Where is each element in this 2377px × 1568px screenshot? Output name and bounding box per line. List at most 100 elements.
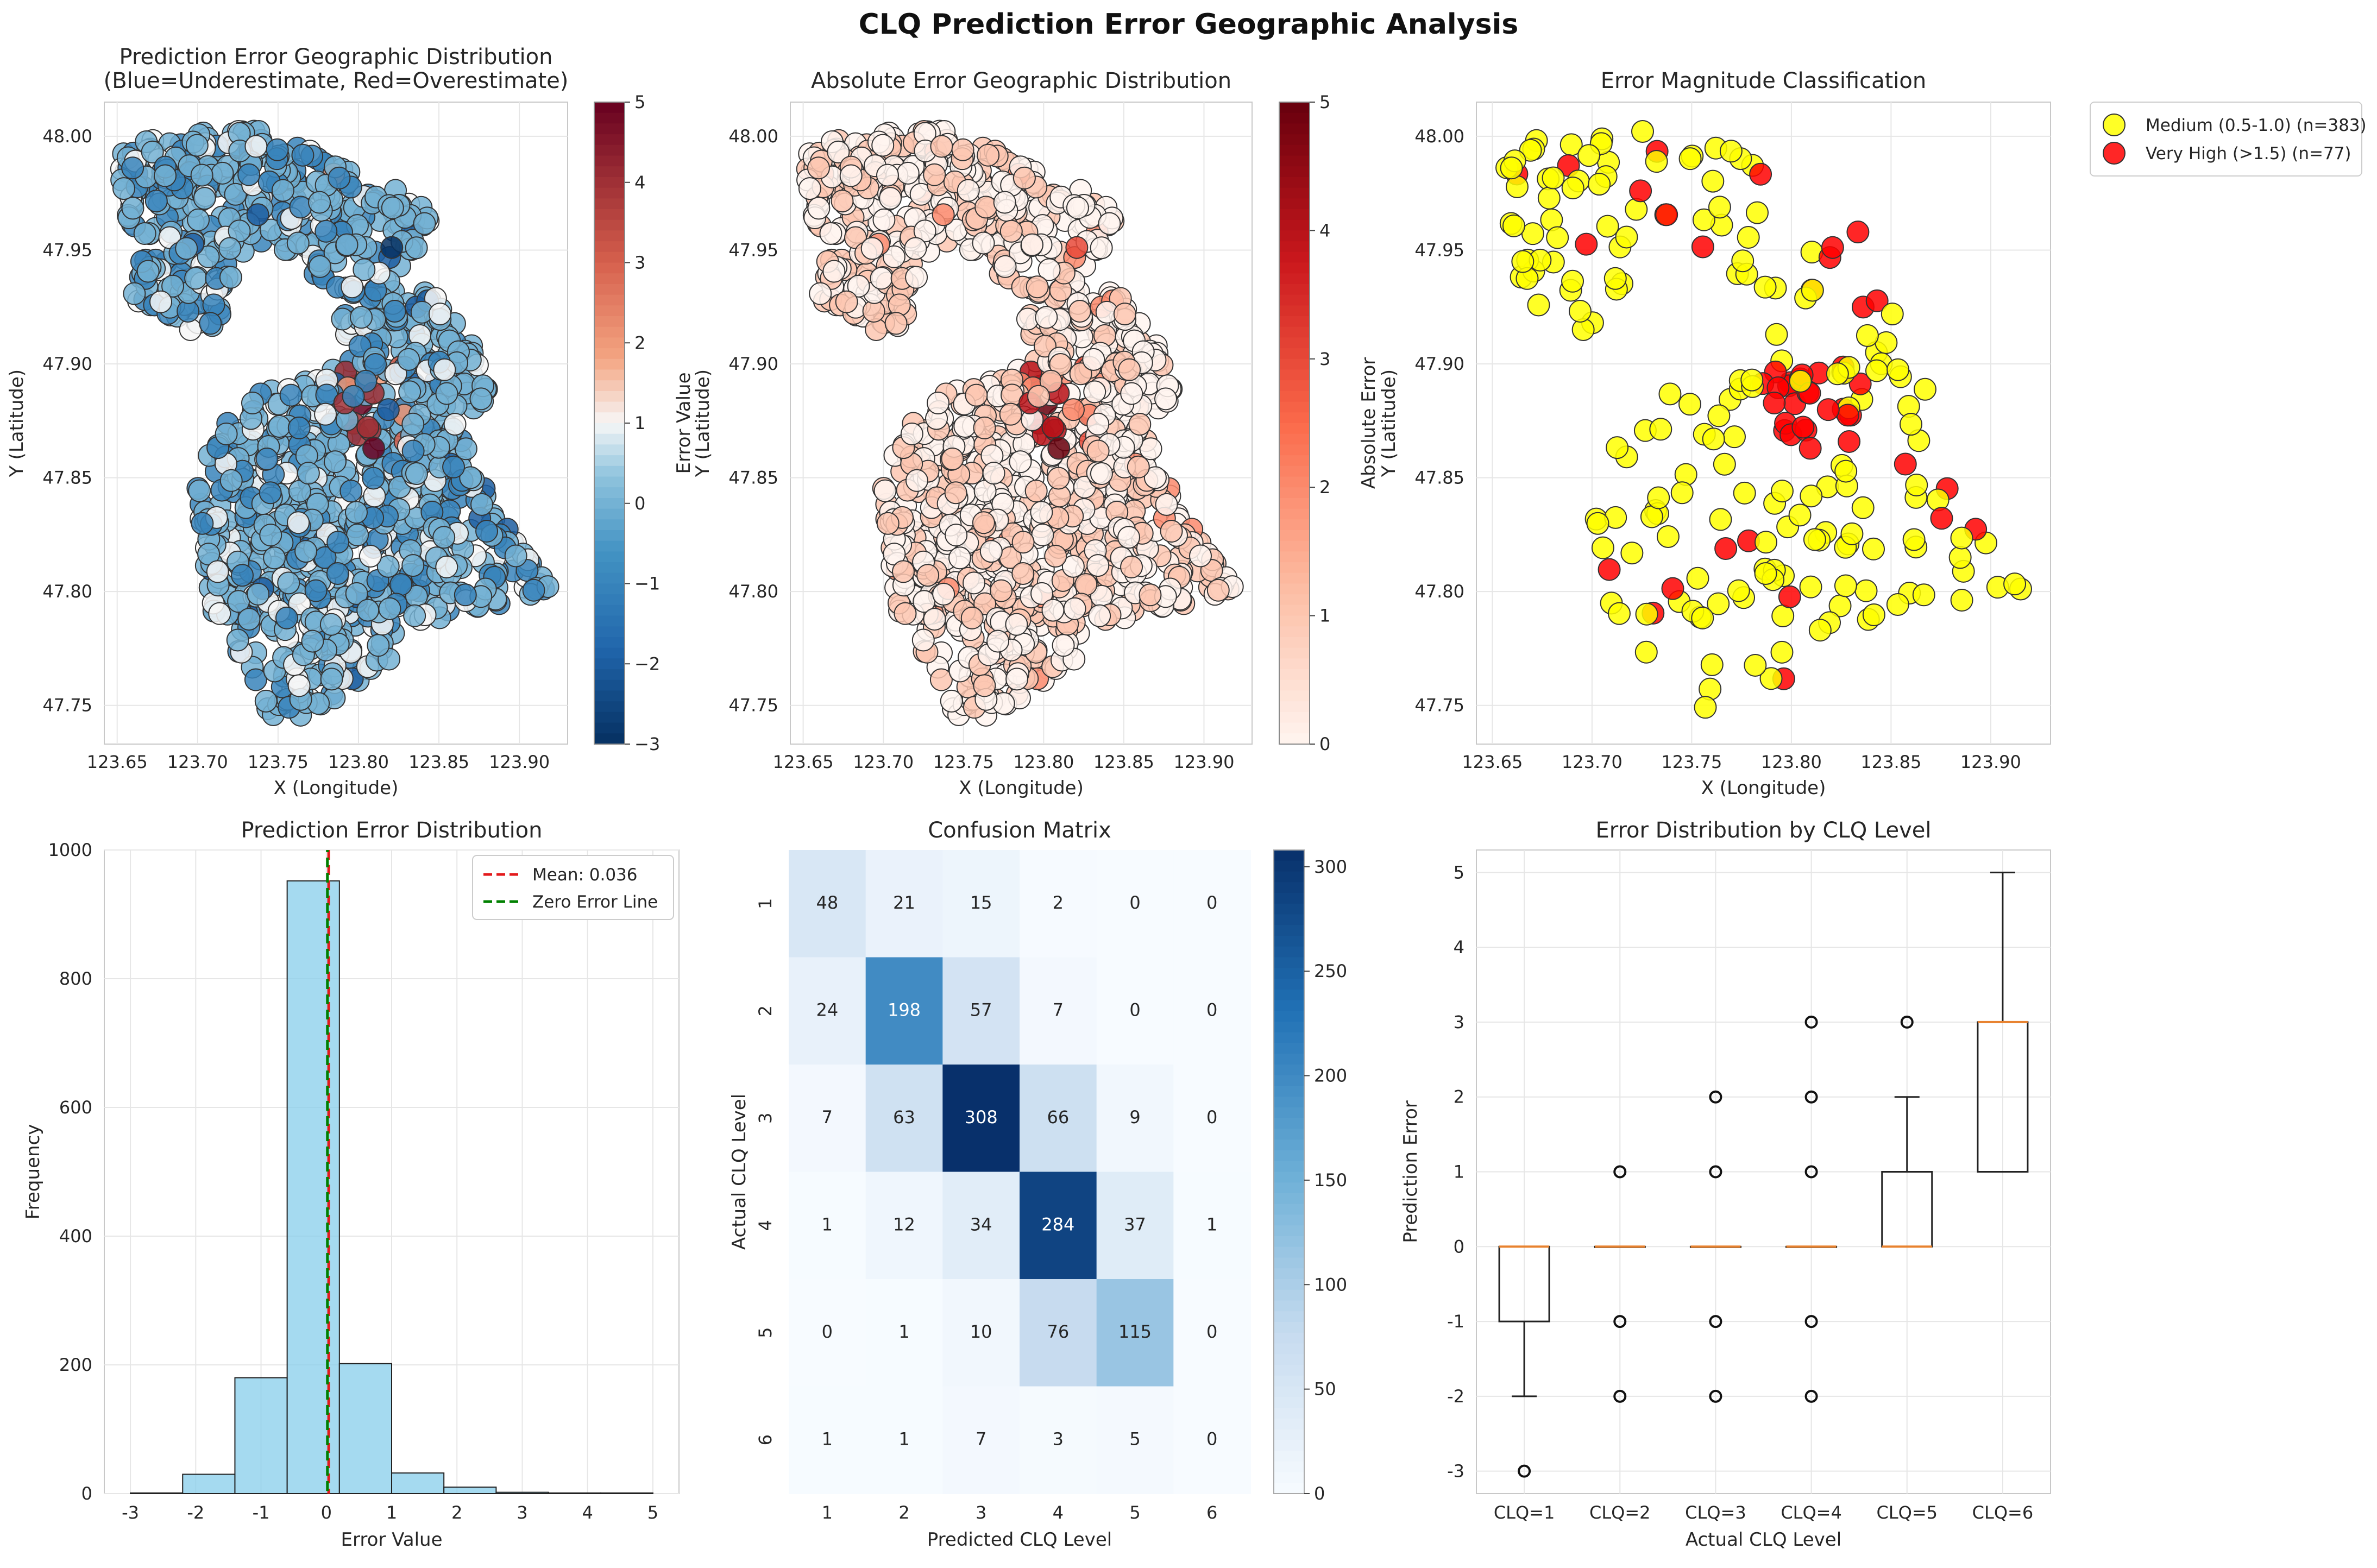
legend: Medium (0.5-1.0) (n=383) Very High (>1.5)…	[2090, 102, 2367, 177]
data-point	[973, 674, 996, 697]
matrix-cell	[1020, 1386, 1097, 1494]
data-point	[405, 236, 428, 260]
x-tick-label: 123.75	[933, 752, 994, 772]
colorbar-cell	[594, 455, 625, 467]
matrix-cell	[942, 1279, 1020, 1387]
colorbar-cell	[594, 433, 625, 445]
data-point	[1770, 640, 1794, 664]
data-point	[1691, 235, 1714, 259]
colorbar-cell	[1274, 1214, 1304, 1226]
data-point	[218, 237, 242, 260]
data-point	[1749, 162, 1772, 186]
y-axis-label: Actual CLQ Level	[728, 1094, 750, 1250]
data-point	[1649, 418, 1672, 441]
panel-error-map: Prediction Error Geographic Distribution…	[6, 45, 695, 799]
box	[1881, 1171, 1933, 1248]
colorbar-label: Error Value	[673, 372, 695, 474]
y-tick-label: 5	[1454, 862, 1464, 883]
matrix-cell	[1020, 1172, 1097, 1280]
data-point	[1546, 226, 1569, 249]
data-point	[339, 480, 363, 503]
colorbar-cell	[1279, 102, 1310, 114]
cell-value: 63	[893, 1107, 915, 1128]
data-point	[1834, 574, 1857, 597]
data-point	[206, 560, 229, 583]
cell-value: 15	[970, 892, 992, 913]
colorbar-cell	[594, 615, 625, 627]
data-point	[403, 604, 426, 627]
data-point	[1088, 604, 1111, 627]
data-point	[892, 560, 915, 583]
data-point	[1074, 573, 1098, 596]
colorbar-cell	[1274, 1107, 1304, 1119]
outlier-point	[1804, 1389, 1818, 1403]
colorbar-cell	[1274, 1086, 1304, 1098]
x-tick-label: 3	[976, 1502, 986, 1523]
data-point	[1537, 186, 1561, 210]
colorbar-tick-label: 250	[1314, 961, 1347, 981]
colorbar-tick-label: −3	[634, 734, 660, 754]
data-point	[443, 413, 467, 436]
data-point	[1789, 369, 1812, 393]
data-point	[326, 562, 349, 585]
colorbar-cell	[1279, 358, 1310, 370]
data-point	[133, 222, 156, 245]
data-point	[1731, 249, 1755, 273]
colorbar-tick-label: 5	[1319, 92, 1330, 112]
data-point	[341, 275, 364, 299]
data-point	[916, 564, 940, 587]
data-point	[1009, 450, 1032, 474]
colorbar-cell	[1274, 1397, 1304, 1408]
matrix-cell	[865, 1065, 944, 1173]
data-point	[1821, 236, 1844, 259]
colorbar-tick-label: 200	[1314, 1066, 1347, 1086]
data-point	[1041, 599, 1065, 622]
data-point	[398, 380, 422, 404]
data-point	[951, 138, 974, 161]
data-point	[237, 163, 261, 186]
colorbar-cell	[1279, 326, 1310, 338]
colorbar-cell	[1279, 444, 1310, 456]
data-point	[1603, 267, 1627, 290]
colorbar-cell	[1279, 187, 1310, 199]
data-point	[271, 179, 294, 202]
chart-title: Absolute Error Geographic Distribution	[811, 68, 1231, 93]
x-axis-label: Predicted CLQ Level	[927, 1529, 1112, 1551]
y-tick-label: 47.90	[1414, 354, 1464, 374]
x-tick-label: 123.90	[1173, 752, 1234, 772]
histogram-bar	[443, 1487, 497, 1494]
data-point	[1727, 579, 1750, 602]
y-tick-label: 48.00	[1414, 126, 1464, 147]
colorbar-cell	[1274, 1246, 1304, 1258]
colorbar-cell	[1274, 1461, 1304, 1473]
data-point	[1838, 430, 1861, 453]
cell-value: 24	[816, 999, 838, 1020]
cell-value: 5	[1129, 1428, 1140, 1449]
data-point	[1759, 667, 1783, 690]
data-point	[982, 462, 1005, 485]
colorbar-cell	[1274, 1065, 1304, 1076]
x-axis-label: X (Longitude)	[1701, 777, 1826, 799]
data-point	[459, 466, 482, 489]
colorbar-cell	[1279, 487, 1310, 499]
colorbar-cell	[1274, 1225, 1304, 1237]
y-tick-label: 4	[755, 1220, 776, 1231]
y-tick-label: 2	[755, 1005, 776, 1016]
data-point	[344, 501, 368, 524]
data-point	[1656, 525, 1680, 548]
colorbar-cell	[1274, 893, 1304, 904]
colorbar-cell	[1279, 615, 1310, 627]
y-tick-label: 47.80	[1414, 581, 1464, 602]
matrix-cell	[789, 957, 866, 1065]
outlier-point	[1613, 1165, 1627, 1179]
y-tick-label: 6	[755, 1434, 776, 1445]
matrix-cell	[865, 1279, 944, 1387]
data-point	[244, 135, 268, 158]
outlier-point	[1613, 1389, 1627, 1403]
data-point	[1005, 667, 1029, 691]
colorbar-cell	[1279, 594, 1310, 606]
x-tick-label: CLQ=1	[1494, 1502, 1555, 1523]
data-point	[944, 481, 967, 505]
data-point	[1120, 555, 1143, 578]
data-point	[1575, 232, 1598, 256]
